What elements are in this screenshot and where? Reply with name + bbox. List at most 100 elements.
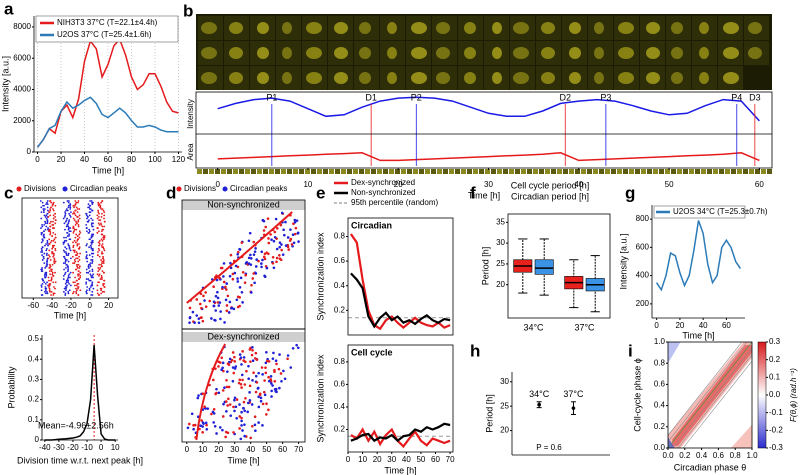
raster-dot (252, 272, 255, 275)
x-axis-label: Circadian phase θ (674, 462, 747, 472)
nucleus (618, 22, 634, 34)
raster-dot (251, 277, 255, 280)
nucleus (257, 47, 269, 59)
raster-dot (76, 279, 78, 282)
raster-dot (102, 238, 105, 241)
raster-dot (228, 357, 232, 361)
thumb-strip (239, 169, 244, 174)
nucleus (229, 22, 243, 34)
x-tick-label: -20 (65, 301, 77, 310)
raster-dot (200, 306, 203, 310)
y-tick-label: 0.2 (334, 305, 346, 314)
raster-dot (69, 208, 72, 210)
x-tick-label: 40 (699, 321, 708, 330)
x-tick-label: 40 (246, 445, 255, 454)
raster-dot (271, 357, 275, 360)
heat-region (672, 345, 752, 446)
raster-dot (72, 246, 75, 249)
nucleus (723, 47, 739, 59)
raster-dot (73, 228, 76, 231)
raster-dot (256, 387, 260, 390)
raster-dot (100, 287, 103, 290)
raster-dot (44, 292, 47, 295)
raster-dot (72, 262, 74, 265)
raster-dot (86, 254, 88, 257)
raster-dot (88, 254, 91, 257)
raster-dot (54, 236, 57, 239)
raster-dot (44, 289, 47, 292)
raster-dot (280, 248, 284, 252)
raster-dot (41, 294, 44, 296)
raster-dot (257, 371, 260, 375)
x-tick-label: 37°C (574, 322, 595, 332)
raster-dot (233, 271, 237, 275)
raster-dot (269, 375, 273, 378)
raster-dot (85, 244, 88, 247)
y-tick-label: 30 (500, 377, 509, 386)
raster-dot (98, 268, 101, 271)
raster-dot (77, 223, 80, 226)
raster-dot (52, 201, 55, 204)
x-tick-label: 0.4 (696, 451, 708, 460)
raster-dot (66, 265, 69, 268)
raster-dot (48, 255, 51, 258)
strip-label: Non-synchronized (207, 199, 280, 209)
raster-dot (43, 230, 45, 233)
raster-dot (69, 214, 71, 217)
raster-dot (236, 252, 239, 256)
raster-dot (68, 212, 71, 215)
raster-dot (65, 247, 68, 250)
raster-dot (77, 286, 79, 288)
x-tick-label: 60 (104, 155, 113, 164)
raster-dot (96, 254, 99, 257)
thumb-strip (299, 169, 304, 174)
raster-dot (212, 285, 215, 289)
thumb-strip (329, 169, 334, 174)
x-tick-label: 0.0 (662, 451, 674, 460)
raster-dot (87, 231, 90, 234)
colorbar-tick-label: 0.2 (769, 355, 781, 364)
raster-dot (78, 278, 81, 280)
raster-dot (44, 282, 47, 285)
plot-frame (667, 341, 753, 449)
thumb-strip (419, 169, 424, 174)
raster-dot (46, 290, 48, 293)
raster-dot (54, 249, 57, 252)
raster-dot (43, 262, 46, 265)
y-tick-label: 0.6 (334, 380, 346, 389)
raster-dot (73, 204, 76, 207)
raster-dot (77, 274, 80, 277)
raster-dot (69, 271, 72, 274)
raster-dot (69, 203, 72, 206)
raster-dot (293, 221, 297, 224)
raster-dot (103, 271, 105, 274)
nucleus (699, 22, 709, 34)
raster-dot (100, 252, 103, 255)
raster-dot (225, 304, 229, 307)
raster-dot (91, 219, 94, 222)
panel-letter: d (166, 183, 176, 202)
raster-dot (99, 206, 102, 209)
raster-dot (278, 353, 281, 356)
raster-dot (265, 350, 268, 354)
raster-dot (72, 204, 75, 207)
x-tick-label: 34°C (523, 322, 544, 332)
raster-dot (245, 369, 248, 373)
raster-dot (78, 246, 81, 249)
raster-dot (97, 267, 100, 269)
nucleus (513, 22, 529, 34)
raster-dot (51, 227, 54, 229)
raster-dot (225, 385, 229, 389)
raster-dot (73, 259, 76, 261)
raster-dot (44, 276, 46, 279)
raster-dot (52, 239, 55, 242)
legend-label: Circadian peaks (70, 184, 127, 193)
raster-dot (86, 217, 88, 220)
raster-dot (48, 238, 51, 241)
raster-dot (53, 244, 56, 247)
raster-dot (54, 247, 57, 250)
raster-dot (97, 209, 100, 212)
thumb-strip (323, 169, 328, 174)
raster-dot (78, 259, 81, 261)
raster-dot (52, 208, 54, 210)
